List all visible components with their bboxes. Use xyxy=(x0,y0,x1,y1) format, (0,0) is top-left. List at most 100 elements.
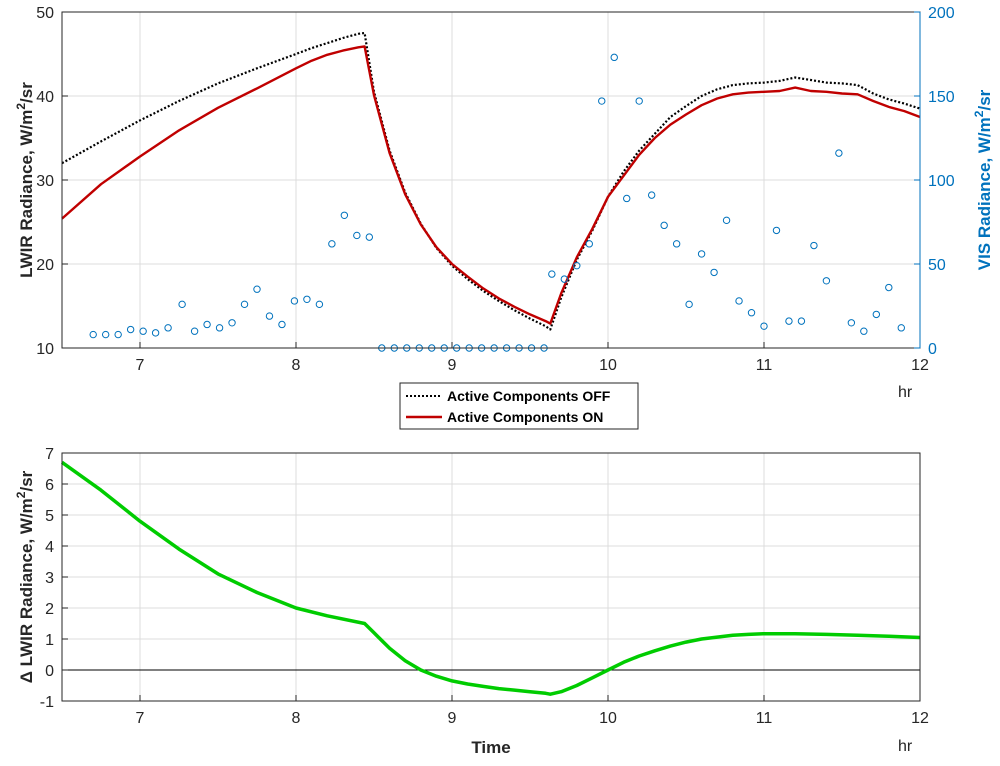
top-x-unit-label: hr xyxy=(898,384,913,401)
top-x-tick-label: 7 xyxy=(136,357,145,374)
top-vis-marker xyxy=(672,240,681,248)
bottom-y-tick-label: 0 xyxy=(45,663,54,680)
top-x-tick-label: 10 xyxy=(599,357,617,374)
bottom-chart-grid xyxy=(62,452,921,702)
top-vis-marker xyxy=(897,324,905,332)
legend-label-on: Active Components ON xyxy=(447,409,603,425)
bottom-y-tick-label: 7 xyxy=(45,446,54,463)
top-y-tick-label: 20 xyxy=(36,257,54,274)
top-vis-marker xyxy=(114,330,122,339)
bottom-x-tick-label: 12 xyxy=(911,710,929,727)
top-vis-marker xyxy=(685,300,693,309)
bottom-y-tick-label: 2 xyxy=(45,601,54,618)
top-vis-marker xyxy=(810,241,818,250)
top-vis-marker xyxy=(647,191,656,199)
top-vis-marker xyxy=(885,283,893,292)
top-vis-marker xyxy=(722,216,731,225)
bottom-y-tick-label: -1 xyxy=(40,694,54,711)
top-vis-marker xyxy=(548,270,556,278)
top-vis-marker xyxy=(253,285,261,293)
legend-box xyxy=(399,382,639,430)
top-vis-marker xyxy=(190,327,199,335)
top-vis-marker xyxy=(835,149,843,157)
top-chart-series xyxy=(61,31,921,352)
top-vis-marker xyxy=(228,319,236,327)
top-chart-grid xyxy=(62,11,921,349)
bottom-y-tick-label: 3 xyxy=(45,570,54,587)
top-vis-marker xyxy=(240,300,249,309)
top-vis-marker xyxy=(101,330,110,339)
bottom-series-delta-line xyxy=(60,460,921,696)
bottom-x-tick-label: 8 xyxy=(292,710,301,727)
top-chart-ticks: 7 8 9 10 11 12 10 20 30 40 50 0 50 100 150 200 xyxy=(36,5,955,374)
top-y2-tick-label: 0 xyxy=(928,341,937,358)
top-vis-marker xyxy=(303,295,311,303)
top-vis-marker xyxy=(89,330,97,339)
top-vis-marker xyxy=(164,324,172,332)
bottom-x-axis-label: Time xyxy=(471,738,510,757)
bottom-chart-series xyxy=(60,460,921,696)
top-x-tick-label: 11 xyxy=(756,357,773,374)
bottom-x-tick-label: 11 xyxy=(756,710,773,727)
top-vis-marker xyxy=(660,221,668,230)
top-vis-marker xyxy=(822,277,831,285)
top-vis-marker xyxy=(203,320,211,329)
top-vis-marker xyxy=(328,240,336,248)
top-vis-marker xyxy=(710,268,718,277)
top-vis-marker xyxy=(785,317,793,325)
top-vis-marker xyxy=(290,297,299,305)
top-vis-marker xyxy=(178,300,186,309)
top-y-tick-label: 50 xyxy=(36,5,54,22)
top-vis-marker xyxy=(598,97,606,105)
top-vis-marker xyxy=(747,309,756,317)
top-series-on-line xyxy=(61,45,921,325)
top-x-tick-label: 9 xyxy=(448,357,457,374)
top-series-off-line xyxy=(61,31,921,331)
top-vis-marker xyxy=(797,317,806,325)
top-vis-marker xyxy=(772,226,781,235)
top-vis-marker xyxy=(353,231,361,240)
top-y2-tick-label: 100 xyxy=(928,173,955,190)
top-vis-marker xyxy=(735,297,743,305)
bottom-x-tick-label: 10 xyxy=(599,710,617,727)
top-vis-marker xyxy=(265,312,274,320)
top-y-tick-label: 40 xyxy=(36,89,54,106)
legend-label-off: Active Components OFF xyxy=(447,388,611,404)
top-vis-marker xyxy=(139,327,147,335)
bottom-y-axis-label: Δ LWIR Radiance, W/m2/sr xyxy=(14,470,36,683)
top-y2-tick-label: 50 xyxy=(928,257,946,274)
top-vis-marker xyxy=(573,261,581,270)
bottom-y-tick-label: 1 xyxy=(45,632,54,649)
top-vis-marker xyxy=(760,322,768,330)
top-vis-marker xyxy=(860,327,868,335)
bottom-y-tick-label: 5 xyxy=(45,508,54,525)
top-vis-marker xyxy=(872,310,881,319)
bottom-x-tick-label: 9 xyxy=(448,710,457,727)
bottom-y-tick-label: 6 xyxy=(45,477,54,494)
top-vis-marker xyxy=(151,329,160,337)
bottom-x-tick-label: 7 xyxy=(136,710,145,727)
top-y2-tick-label: 150 xyxy=(928,89,955,106)
top-y2-tick-label: 200 xyxy=(928,5,955,22)
top-vis-marker xyxy=(623,194,631,203)
bottom-y-tick-label: 4 xyxy=(45,539,54,556)
bottom-x-unit-label: hr xyxy=(898,738,913,755)
top-vis-marker xyxy=(365,233,374,241)
top-vis-marker xyxy=(215,324,224,332)
top-vis-marker xyxy=(315,300,324,309)
top-y-axis-label: LWIR Radiance, W/m2/sr xyxy=(14,82,36,278)
top-vis-marker xyxy=(610,53,618,62)
top-vis-marker xyxy=(585,240,593,248)
top-vis-marker xyxy=(278,320,286,329)
top-x-tick-label: 8 xyxy=(292,357,301,374)
top-vis-marker xyxy=(635,97,643,105)
top-vis-marker xyxy=(560,275,569,283)
top-vis-marker xyxy=(126,325,135,334)
top-vis-marker xyxy=(697,250,706,258)
top-y2-axis-label: VIS Radiance, W/m2/sr xyxy=(972,89,994,270)
top-vis-marker xyxy=(847,319,856,327)
legend: Active Components OFF Active Components … xyxy=(399,382,639,430)
top-y-tick-label: 10 xyxy=(36,341,54,358)
top-vis-marker xyxy=(340,211,349,219)
